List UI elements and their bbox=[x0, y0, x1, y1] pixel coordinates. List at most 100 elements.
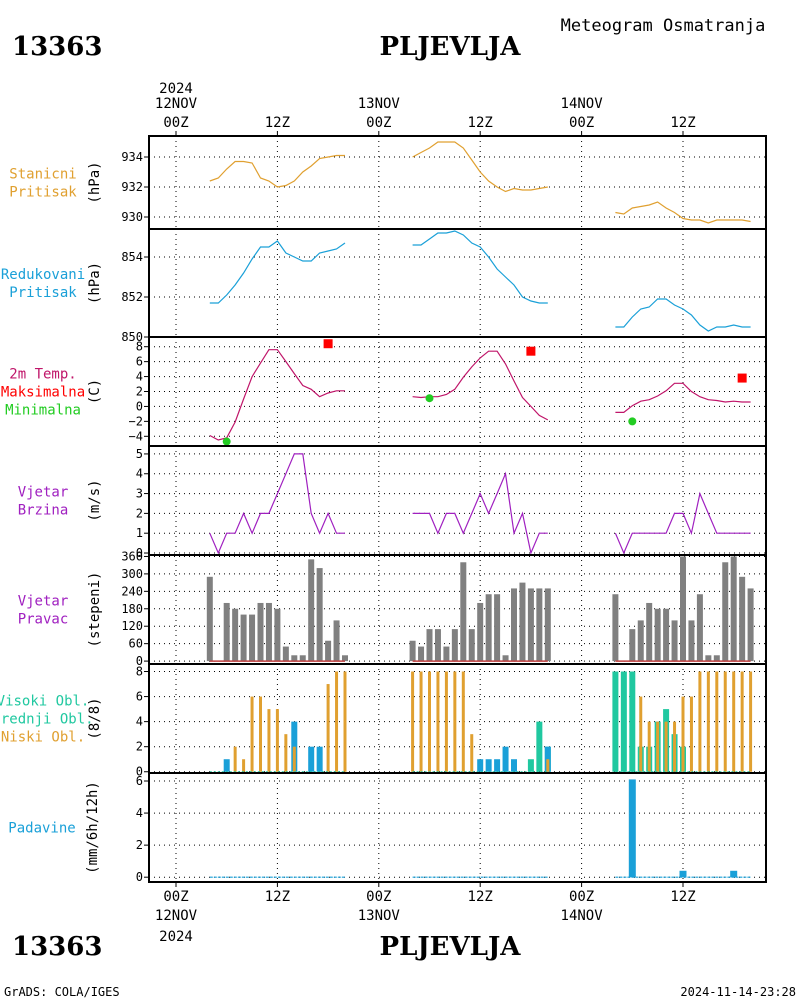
wind-direction-bar bbox=[637, 620, 644, 662]
cloud-bar-low bbox=[419, 671, 423, 772]
reduced_pressure-label-0: Redukovani bbox=[1, 267, 85, 283]
bottom-day-label-0: 12NOV bbox=[155, 908, 198, 924]
station-name-bottom: PLJEVLJA bbox=[380, 932, 522, 962]
wind-direction-bar bbox=[646, 602, 653, 662]
wind-direction-bar bbox=[206, 576, 213, 662]
precipitation-ytick-label: 4 bbox=[136, 806, 143, 820]
cloud-bar-low bbox=[259, 696, 262, 772]
temperature-label-0: 2m Temp. bbox=[9, 367, 76, 383]
station_pressure-unit-label: (hPa) bbox=[87, 161, 103, 203]
bottom-time-label-2: 00Z bbox=[569, 889, 594, 905]
bottom-noon-label-0: 12Z bbox=[265, 889, 290, 905]
precip-bar bbox=[628, 779, 636, 878]
wind_direction-ytick-label: 120 bbox=[121, 619, 143, 633]
clouds-unit-label: (8/8) bbox=[87, 697, 103, 739]
panel-station_pressure: 930 932 934 (hPa) Stanicni Pritisak bbox=[9, 131, 767, 230]
wind_speed-ytick-label: 1 bbox=[136, 526, 143, 540]
wind_speed-line-1 bbox=[412, 471, 548, 555]
top-noon-label-0: 12Z bbox=[265, 115, 290, 131]
wind-direction-bar bbox=[696, 594, 703, 662]
wind-direction-bar bbox=[291, 655, 298, 662]
wind-direction-bar bbox=[316, 568, 323, 662]
cloud-bar-low bbox=[689, 696, 693, 772]
wind-direction-bar bbox=[502, 655, 509, 662]
wind-direction-bar bbox=[688, 620, 695, 662]
cloud-bar-low bbox=[673, 721, 677, 772]
station_pressure-label-1: Pritisak bbox=[9, 185, 77, 201]
cloud-bar-low bbox=[242, 759, 246, 772]
wind-direction-bar bbox=[705, 655, 712, 662]
wind_speed-label-1: Brzina bbox=[18, 503, 69, 519]
top-time-axis: 12NOV 00Z 13NOV 00Z 14NOV 00Z 12Z 12Z 12Z bbox=[155, 96, 696, 131]
min-temp-marker bbox=[222, 437, 231, 446]
bottom-day-label-2: 14NOV bbox=[561, 908, 604, 924]
temperature-plot-area bbox=[149, 337, 766, 446]
wind_speed-label-0: Vjetar bbox=[18, 485, 69, 501]
wind-direction-bar bbox=[325, 640, 332, 662]
wind_speed-ytick-label: 3 bbox=[136, 487, 143, 501]
wind-direction-bar bbox=[460, 562, 467, 662]
cloud-bar-mid bbox=[511, 759, 517, 772]
cloud-bar-low bbox=[411, 671, 415, 772]
cloud-bar-low bbox=[639, 696, 643, 772]
footer-credit: GrADS: COLA/IGES bbox=[4, 985, 120, 999]
temperature-ytick-label: 4 bbox=[136, 370, 143, 384]
cloud-bar-mid bbox=[485, 759, 492, 772]
wind-direction-bar bbox=[282, 646, 289, 662]
reduced_pressure-label-1: Pritisak bbox=[9, 285, 77, 301]
cloud-bar-low bbox=[267, 709, 271, 772]
wind-direction-bar bbox=[418, 646, 425, 662]
clouds-ytick-label: 0 bbox=[136, 765, 143, 779]
cloud-bar-low bbox=[723, 671, 727, 772]
wind_direction-ytick-label: 240 bbox=[121, 584, 143, 598]
station_pressure-plot-area bbox=[149, 136, 766, 229]
wind-direction-bar bbox=[232, 608, 239, 662]
clouds-ytick-label: 4 bbox=[136, 715, 143, 729]
wind_speed-line-0 bbox=[209, 453, 345, 555]
cloud-bar-low bbox=[470, 734, 474, 772]
cloud-bar-low bbox=[749, 671, 753, 772]
panel-wind_direction: 0 60 120 180 240 300 360 (stepeni) Vjetar Pravac bbox=[18, 549, 767, 668]
cloud-bar-high bbox=[536, 721, 543, 772]
wind_direction-label-0: Vjetar bbox=[18, 594, 69, 610]
cloud-bar-low bbox=[715, 671, 719, 772]
top-noon-label-1: 12Z bbox=[468, 115, 493, 131]
precipitation-frame bbox=[148, 772, 767, 883]
top-day-label-0: 12NOV bbox=[155, 96, 198, 112]
station_pressure-line-0 bbox=[209, 154, 345, 188]
temperature-ytick-label: 6 bbox=[136, 355, 143, 369]
wind-direction-bar bbox=[249, 614, 256, 662]
cloud-bar-mid bbox=[477, 759, 484, 772]
cloud-bar-low bbox=[546, 759, 550, 772]
wind-direction-bar bbox=[240, 614, 247, 662]
reduced_pressure-ytick-label: 852 bbox=[121, 290, 143, 304]
wind_speed-ytick-label: 5 bbox=[136, 447, 143, 461]
min-temp-marker bbox=[425, 394, 434, 403]
reduced_pressure-ytick-label: 850 bbox=[121, 330, 143, 344]
top-time-label-1: 00Z bbox=[366, 115, 391, 131]
min-temp-marker bbox=[628, 417, 637, 426]
cloud-bar-low bbox=[656, 721, 660, 772]
temperature-line-0 bbox=[209, 349, 345, 441]
wind-direction-bar bbox=[443, 646, 450, 662]
wind_direction-ytick-label: 180 bbox=[121, 602, 143, 616]
precipitation-ytick-label: 0 bbox=[136, 870, 143, 884]
precipitation-plot-area bbox=[149, 773, 766, 882]
cloud-bar-low bbox=[647, 721, 651, 772]
wind-direction-bar bbox=[747, 588, 754, 662]
wind_direction-ytick-label: 360 bbox=[121, 549, 143, 563]
wind-direction-bar bbox=[223, 602, 230, 662]
station_pressure-label-0: Stanicni bbox=[9, 167, 76, 183]
cloud-bar-low bbox=[233, 746, 237, 772]
wind-direction-bar bbox=[477, 602, 484, 662]
bottom-time-label-0: 00Z bbox=[163, 889, 188, 905]
wind-direction-bar bbox=[519, 582, 526, 662]
cloud-bar-high bbox=[629, 671, 636, 772]
wind-direction-bar bbox=[629, 629, 636, 662]
wind-direction-bar bbox=[342, 655, 348, 662]
cloud-bar-low bbox=[250, 696, 254, 772]
wind_speed-ytick-label: 4 bbox=[136, 467, 143, 481]
reduced_pressure-frame bbox=[148, 228, 767, 338]
wind-direction-bar bbox=[333, 620, 340, 662]
